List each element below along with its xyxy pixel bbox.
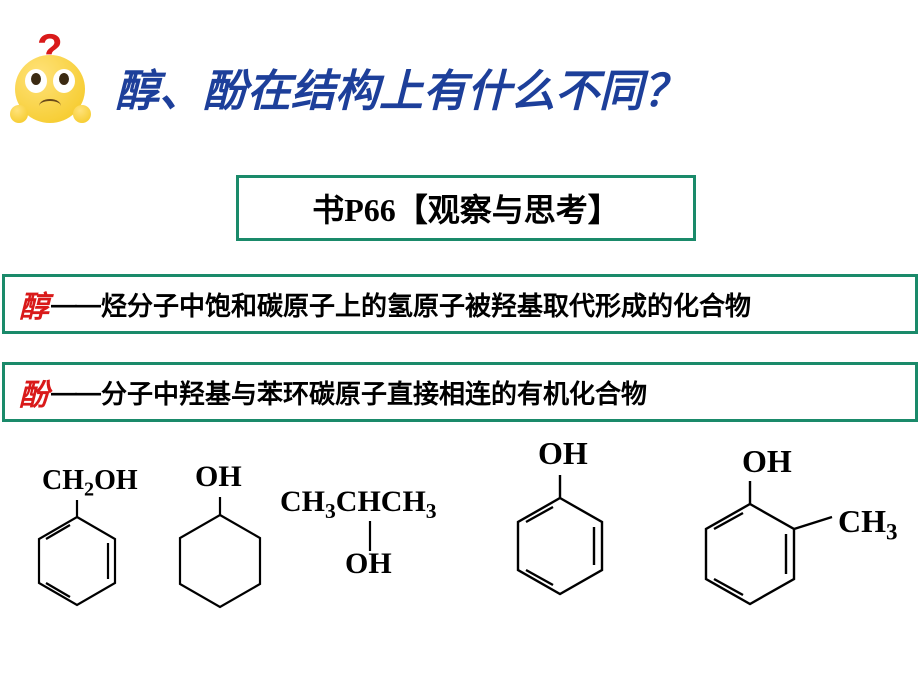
emoji-hand-right — [73, 105, 91, 123]
emoji-eye-left — [25, 69, 47, 93]
def1-lead: 醇 — [19, 282, 49, 326]
m4-ring-icon — [500, 463, 620, 623]
emoji-hand-left — [10, 105, 28, 123]
reference-box: 书P66【观察与思考】 — [236, 175, 696, 241]
definition-phenol: 酚 —— 分子中羟基与苯环碳原子直接相连的有机化合物 — [2, 362, 918, 422]
thinking-emoji: ? — [15, 30, 105, 125]
slide-title: 醇、酚在结构上有什么不同？ — [115, 55, 687, 119]
m5-ring-icon — [680, 469, 850, 634]
reference-text: 书P66【观察与思考】 — [312, 185, 620, 231]
emoji-mouth — [39, 99, 61, 113]
definition-alcohol: 醇 —— 烃分子中饱和碳原子上的氢原子被羟基取代形成的化合物 — [2, 274, 918, 334]
def2-lead: 酚 — [19, 370, 49, 414]
molecules-row: CH2OH OH CH3CHCH3 OH OH — [0, 435, 920, 645]
def2-body: 分子中羟基与苯环碳原子直接相连的有机化合物 — [101, 374, 647, 411]
m1-ring-icon — [22, 485, 132, 625]
def1-body: 烃分子中饱和碳原子上的氢原子被羟基取代形成的化合物 — [101, 286, 751, 323]
m2-ring-icon — [165, 482, 275, 627]
def2-dash: —— — [51, 377, 99, 408]
def1-dash: —— — [51, 289, 99, 320]
emoji-eye-right — [53, 69, 75, 93]
m3-bottom: OH — [345, 547, 392, 581]
